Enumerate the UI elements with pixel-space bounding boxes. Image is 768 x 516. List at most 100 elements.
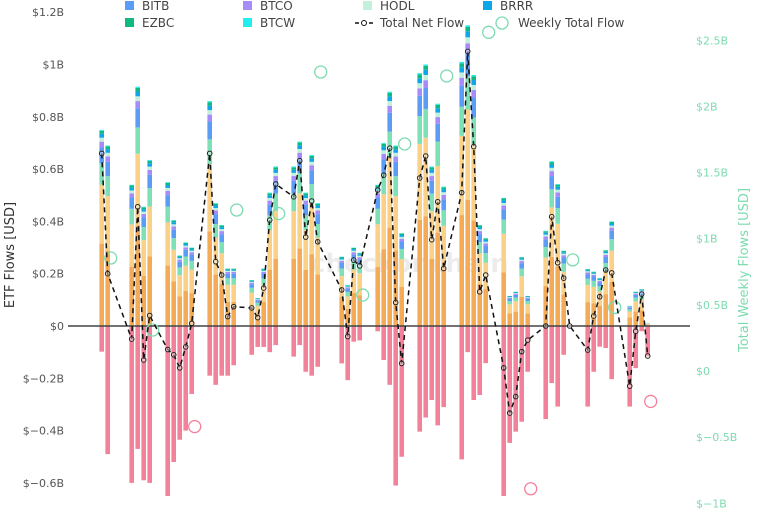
inflow-bar-segment	[189, 261, 194, 270]
inflow-bar-segment	[357, 253, 362, 254]
legend-item-ezbc[interactable]: EZBC	[125, 16, 174, 30]
inflow-bar-segment	[627, 307, 632, 308]
outflow-bar	[183, 326, 188, 431]
inflow-bar-segment	[129, 193, 134, 197]
inflow-bar-segment	[525, 298, 530, 299]
inflow-bar-segment	[627, 318, 632, 326]
inflow-bar-segment	[171, 226, 176, 229]
inflow-bar-segment	[639, 291, 644, 292]
net-flow-point	[549, 214, 554, 219]
left-tick-label: $0.6B	[32, 163, 64, 176]
net-flow-point	[459, 190, 464, 195]
inflow-bar-segment	[561, 263, 566, 271]
inflow-bar-segment	[345, 289, 350, 292]
inflow-bar-segment	[393, 146, 398, 149]
net-flow-point	[435, 199, 440, 204]
legend-label: BRRR	[500, 0, 533, 13]
legend-item-bitb[interactable]: BITB	[125, 0, 169, 13]
inflow-bar-segment	[345, 286, 350, 287]
inflow-bar-segment	[231, 278, 236, 284]
inflow-bar-segment	[501, 220, 506, 234]
inflow-bar-segment	[441, 195, 446, 199]
outflow-bar	[435, 326, 440, 425]
legend-label: HODL	[380, 0, 415, 13]
inflow-bar-segment	[207, 115, 212, 122]
left-tick-label: $−0.4B	[23, 425, 64, 438]
inflow-bar-segment	[591, 277, 596, 281]
net-flow-point	[483, 273, 488, 278]
inflow-bar-segment	[477, 226, 482, 228]
outflow-bar	[375, 326, 380, 331]
inflow-bar-segment	[525, 297, 530, 298]
inflow-bar-segment	[309, 170, 314, 184]
inflow-bar-segment	[393, 153, 398, 157]
right-tick-label: $2.5B	[696, 34, 728, 47]
inflow-bar-segment	[135, 101, 140, 108]
legend-item-hodl[interactable]: HODL	[363, 0, 415, 13]
inflow-bar-segment	[387, 93, 392, 97]
legend-swatch	[363, 1, 372, 10]
inflow-bar-segment	[393, 196, 398, 250]
left-tick-label: $0.2B	[32, 268, 64, 281]
inflow-bar-segment	[561, 255, 566, 257]
inflow-bar-segment	[303, 201, 308, 205]
inflow-bar-segment	[231, 270, 236, 271]
inflow-bar-segment	[441, 187, 446, 189]
inflow-bar-segment	[399, 237, 404, 239]
inflow-bar-segment	[441, 267, 446, 326]
inflow-bar-segment	[249, 284, 254, 288]
outflow-bar	[441, 326, 446, 407]
inflow-bar-segment	[543, 237, 548, 240]
outflow-bar	[297, 326, 302, 345]
net-flow-point	[471, 144, 476, 149]
inflow-bar-segment	[213, 208, 218, 210]
inflow-bar-segment	[399, 239, 404, 242]
outflow-bar	[309, 326, 314, 376]
inflow-bar-segment	[165, 207, 170, 223]
net-flow-point	[609, 271, 614, 276]
inflow-bar-segment	[135, 127, 140, 153]
outflow-bar	[261, 326, 266, 347]
inflow-bar-segment	[603, 252, 608, 254]
legend-item-brrr[interactable]: BRRR	[483, 0, 533, 13]
inflow-bar-segment	[459, 215, 464, 326]
net-flow-point	[585, 348, 590, 353]
inflow-bar-segment	[291, 166, 296, 167]
legend-item-total-net-flow[interactable]: Total Net Flow	[355, 16, 464, 30]
inflow-bar-segment	[591, 287, 596, 303]
inflow-bar-segment	[633, 301, 638, 311]
inflow-bar-segment	[105, 176, 110, 196]
inflow-bar-segment	[501, 209, 506, 219]
legend-item-weekly-total-flow[interactable]: Weekly Total Flow	[496, 16, 625, 30]
inflow-bar-segment	[189, 270, 194, 294]
inflow-bar-segment	[639, 290, 644, 291]
inflow-bar-segment	[483, 242, 488, 244]
inflow-bar-segment	[609, 221, 614, 222]
legend-item-btco[interactable]: BTCO	[243, 0, 293, 13]
inflow-bar-segment	[303, 198, 308, 201]
outflow-bar	[291, 326, 296, 357]
inflow-bar-segment	[189, 252, 194, 254]
inflow-bar-segment	[213, 203, 218, 204]
inflow-bar-segment	[207, 110, 212, 114]
inflow-bar-segment	[549, 171, 554, 176]
outflow-bar	[465, 326, 470, 352]
net-flow-point	[357, 264, 362, 269]
inflow-bar-segment	[99, 142, 104, 148]
inflow-bar-segment	[513, 295, 518, 298]
inflow-bar-segment	[597, 278, 602, 279]
inflow-bar-segment	[141, 212, 146, 214]
legend-item-btcw[interactable]: BTCW	[243, 16, 295, 30]
net-flow-point	[147, 313, 152, 318]
inflow-bar-segment	[429, 259, 434, 326]
outflow-bar	[357, 326, 362, 340]
net-flow-point	[273, 182, 278, 187]
inflow-bar-segment	[177, 267, 182, 275]
inflow-bar-segment	[261, 302, 266, 326]
outflow-bar	[303, 326, 308, 372]
inflow-bar-segment	[441, 189, 446, 192]
inflow-bar-segment	[483, 246, 488, 253]
inflow-bar-segment	[141, 207, 146, 209]
right-tick-label: $0	[696, 365, 710, 378]
net-flow-point	[645, 354, 650, 359]
